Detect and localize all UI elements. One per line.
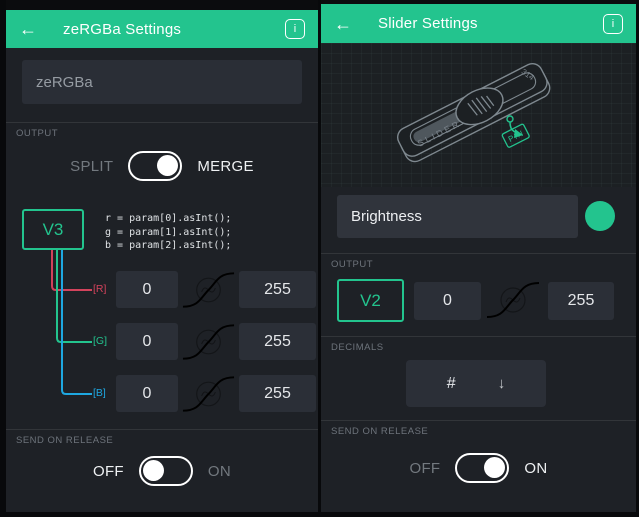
channel-min-field[interactable]: 0	[116, 375, 178, 412]
info-icon[interactable]: i	[603, 13, 623, 34]
output-max-field[interactable]: 255	[548, 282, 614, 320]
channel-label: [G]	[93, 335, 108, 347]
status-bar-gap	[321, 0, 636, 4]
output-section-label: OUTPUT	[321, 253, 636, 270]
back-arrow-icon[interactable]: ←	[19, 19, 37, 39]
slider-appbar: ← Slider Settings i	[321, 4, 636, 43]
widget-name-input[interactable]	[337, 195, 578, 238]
decimals-selected-value: #	[446, 374, 456, 392]
channel-min-field[interactable]: 0	[116, 271, 178, 308]
channel-label: [R]	[93, 283, 107, 295]
info-icon[interactable]: i	[285, 19, 305, 39]
channel-max-field[interactable]: 255	[239, 375, 316, 412]
rgb-connector-lines	[40, 250, 100, 400]
page-title: Slider Settings	[378, 15, 478, 32]
decimals-dropdown[interactable]: # ↓	[406, 360, 546, 407]
send-on-release-toggle[interactable]	[455, 453, 510, 483]
send-on-release-toggle[interactable]	[138, 456, 193, 486]
code-snippet: r = param[0].asInt(); g = param[1].asInt…	[105, 213, 232, 251]
widget-color-picker[interactable]	[585, 201, 615, 231]
output-min-field[interactable]: 0	[414, 282, 481, 320]
channel-label: [B]	[93, 387, 106, 399]
send-on-release-label: SEND ON RELEASE	[321, 420, 636, 437]
channel-max-field[interactable]: 255	[239, 323, 316, 360]
send-on-release-toggle-row: OFF ON	[321, 448, 636, 488]
off-label[interactable]: OFF	[409, 459, 441, 477]
channel-max-field[interactable]: 255	[239, 271, 316, 308]
widget-name-input[interactable]	[22, 60, 302, 104]
page-title: zeRGBa Settings	[63, 20, 182, 38]
toggle-knob	[157, 155, 179, 176]
off-label[interactable]: OFF	[92, 462, 124, 480]
back-arrow-icon[interactable]: ←	[334, 13, 352, 34]
on-label[interactable]: ON	[207, 462, 231, 480]
send-on-release-label: SEND ON RELEASE	[6, 429, 318, 446]
zergba-appbar: ← zeRGBa Settings i	[6, 10, 318, 48]
slider-settings-panel: ← Slider Settings i SLIDER 314 PIN	[321, 0, 636, 512]
dropdown-arrow-icon: ↓	[497, 375, 506, 392]
channel-min-field[interactable]: 0	[116, 323, 178, 360]
range-map-curve-icon	[181, 374, 236, 414]
split-merge-toggle[interactable]	[128, 151, 183, 181]
slider-wireframe-illustration: SLIDER 314 PIN	[321, 43, 636, 187]
toggle-knob	[484, 457, 506, 478]
virtual-pin-button[interactable]: V3	[22, 209, 84, 250]
virtual-pin-button[interactable]: V2	[337, 279, 404, 322]
range-map-curve-icon	[484, 280, 542, 320]
on-label[interactable]: ON	[524, 459, 548, 477]
range-map-curve-icon	[181, 270, 236, 310]
toggle-knob	[142, 460, 164, 481]
decimals-section-label: DECIMALS	[321, 336, 636, 353]
status-bar-gap	[6, 0, 318, 10]
zergba-settings-panel: ← zeRGBa Settings i OUTPUT SPLIT MERGE V…	[6, 0, 318, 512]
output-section-label: OUTPUT	[6, 122, 318, 139]
split-label[interactable]: SPLIT	[70, 157, 114, 175]
send-on-release-toggle-row: OFF ON	[6, 449, 318, 493]
range-map-curve-icon	[181, 322, 236, 362]
merge-label[interactable]: MERGE	[197, 157, 254, 175]
split-merge-toggle-row: SPLIT MERGE	[6, 147, 318, 185]
